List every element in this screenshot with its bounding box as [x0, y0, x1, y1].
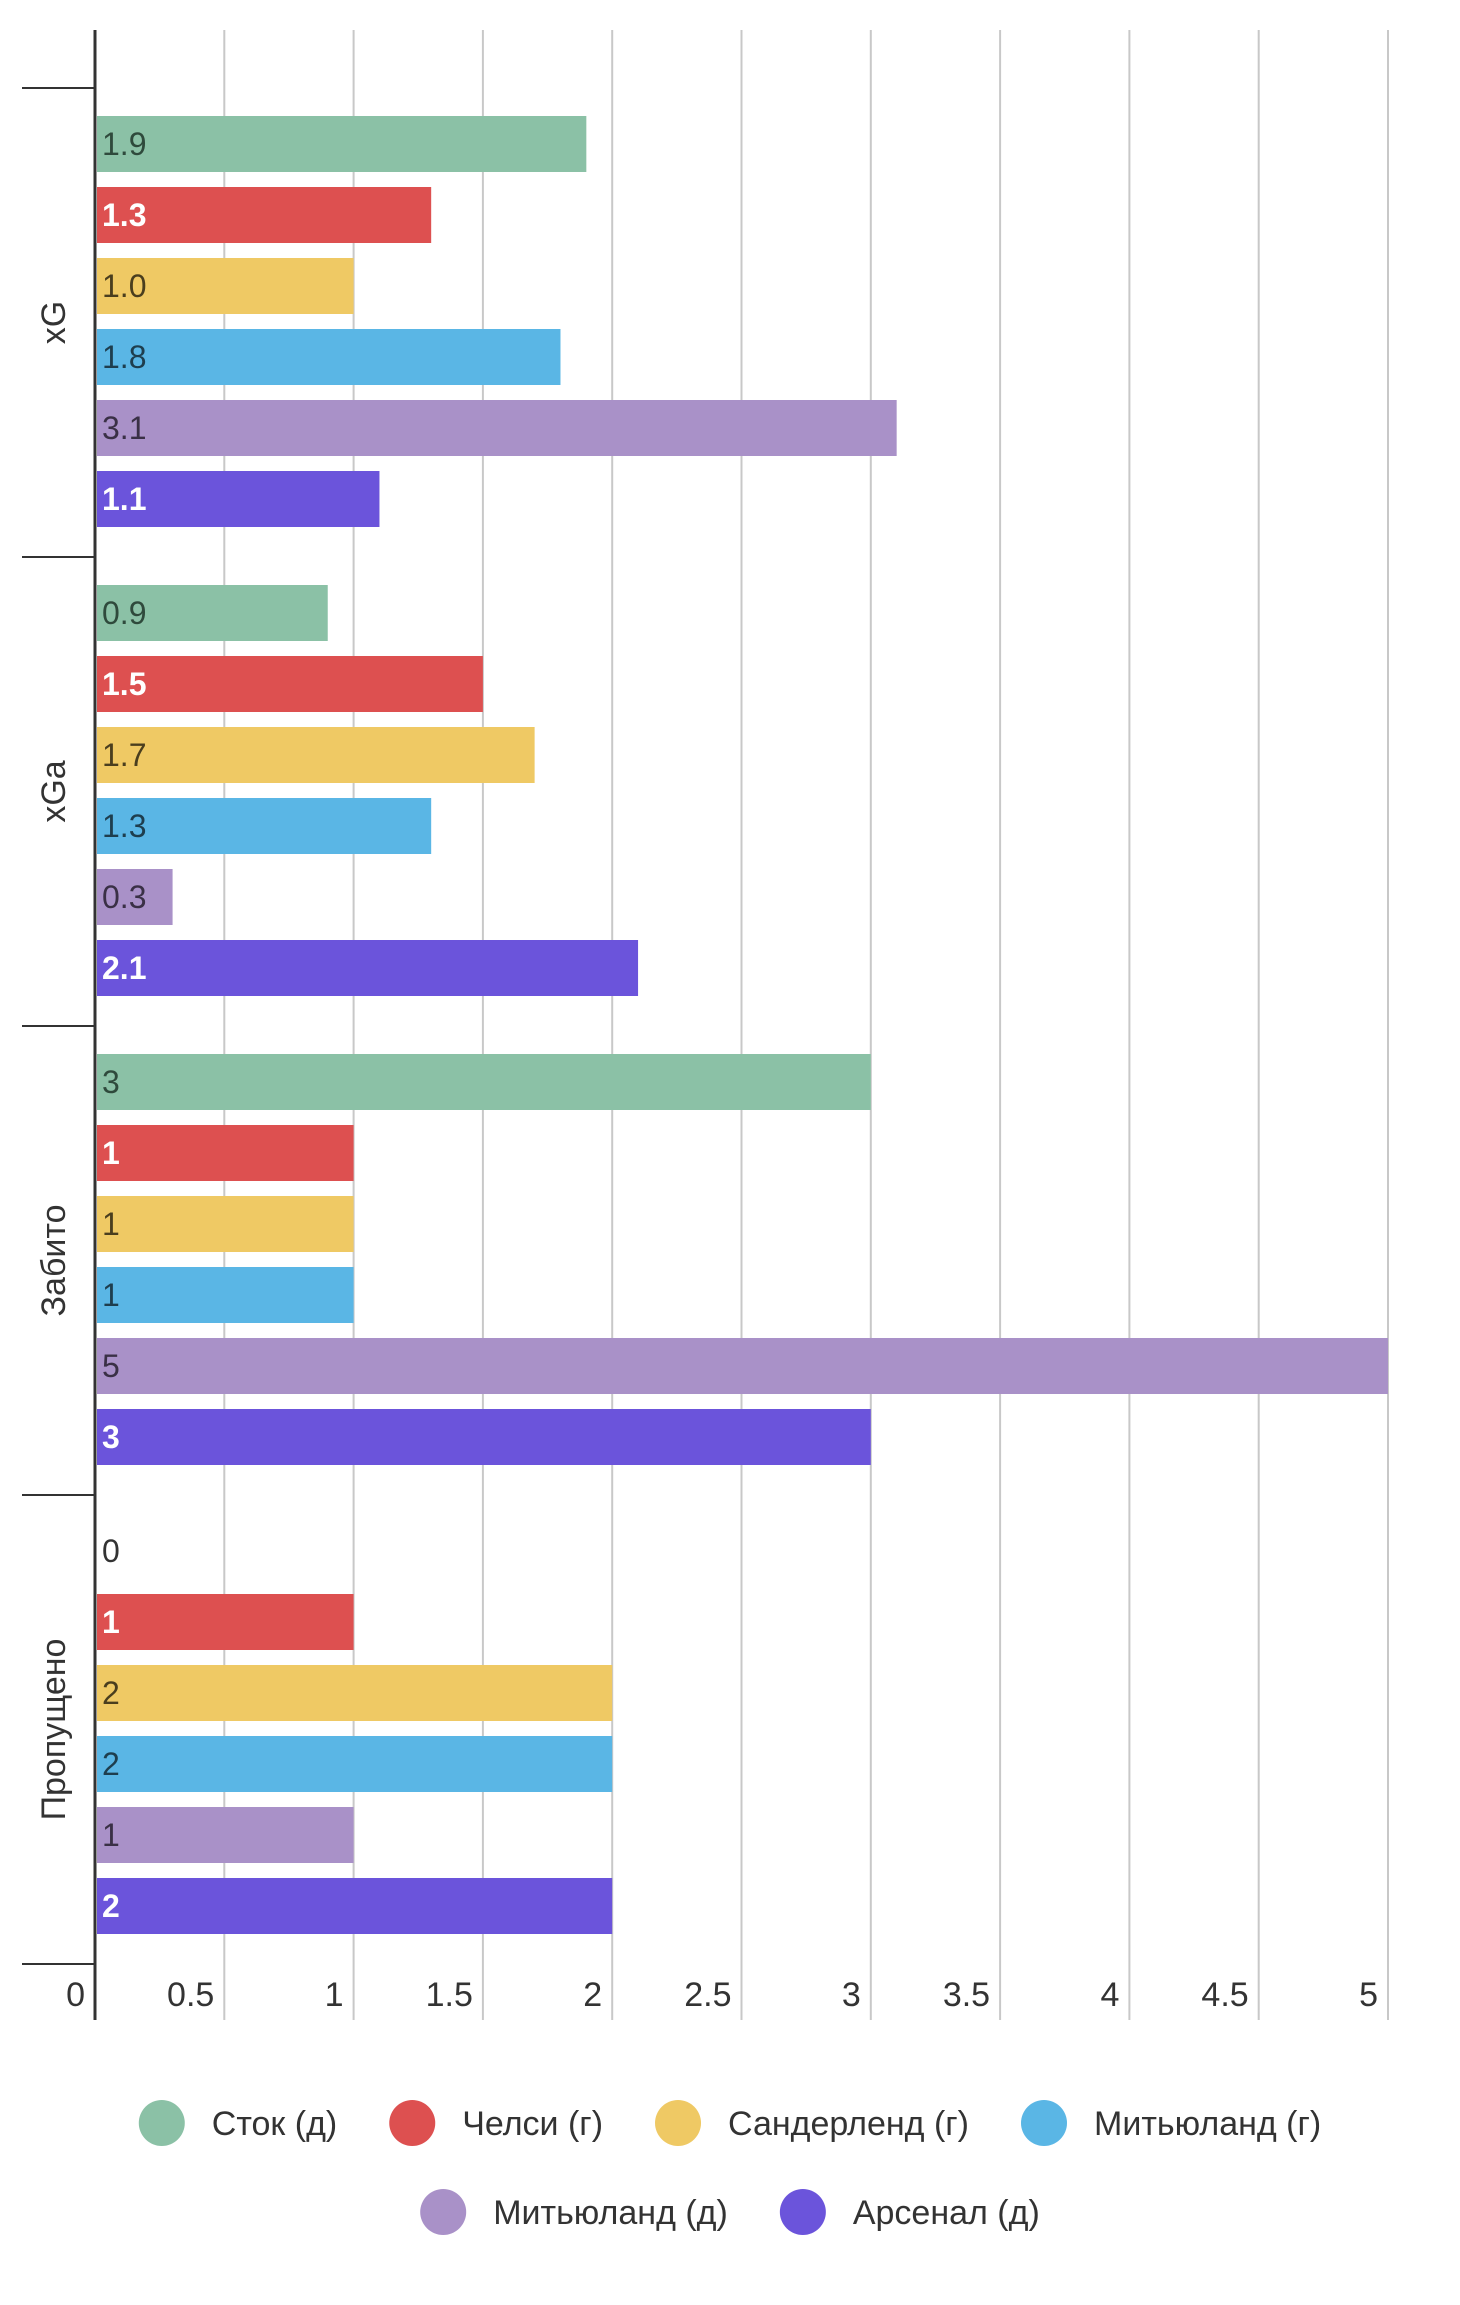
bar — [97, 1196, 354, 1252]
bars-group: 1.9 1.3 1.0 1.8 3.1 1.1 0.9 1.5 1.7 1.3 0.3 2.1 3 1 1 1… — [97, 116, 1388, 1934]
legend: Сток (д) Челси (г) Сандерленд (г) Митьюланд… — [138, 2100, 1321, 2235]
bar — [97, 1594, 354, 1650]
bar — [97, 940, 639, 996]
bar-data-label: 3 — [102, 1064, 120, 1100]
bar-data-label: 1.9 — [102, 126, 146, 162]
bar — [97, 471, 380, 527]
bar-data-label: 0.3 — [102, 879, 146, 915]
x-tick-label: 3 — [842, 1976, 861, 2014]
bar — [97, 1054, 871, 1110]
legend-swatch — [1021, 2100, 1067, 2146]
bar-data-label: 1.7 — [102, 737, 146, 773]
legend-swatch — [389, 2100, 436, 2146]
bar — [97, 329, 561, 385]
x-tick-label: 1 — [325, 1976, 344, 2014]
bar-data-label: 1 — [102, 1277, 120, 1313]
bar-data-label: 5 — [102, 1348, 120, 1384]
gridlines — [223, 30, 1389, 2020]
bar — [97, 727, 535, 783]
bar-data-label: 0.9 — [102, 595, 146, 631]
x-tick-label: 5 — [1359, 1976, 1378, 2014]
legend-label: Митьюланд (д) — [493, 2194, 728, 2232]
bar-data-label: 1.0 — [102, 268, 146, 304]
bar-data-label: 2 — [102, 1746, 120, 1782]
bar — [97, 1267, 354, 1323]
bar-data-label: 1 — [102, 1817, 120, 1853]
bar-data-label: 3.1 — [102, 410, 146, 446]
bar — [97, 585, 328, 641]
category-labels: xG xGa Забито Пропущено — [35, 301, 73, 1821]
legend-label: Арсенал (д) — [853, 2194, 1040, 2232]
x-tick-labels: 0 0.5 1 1.5 2 2.5 3 3.5 4 4.5 5 — [66, 1976, 1378, 2014]
bar-data-label: 1.3 — [102, 197, 146, 233]
bar — [97, 1409, 871, 1465]
bar-data-label: 0 — [102, 1533, 120, 1569]
bar-data-label: 1 — [102, 1135, 120, 1171]
x-tick-label: 2 — [583, 1976, 602, 2014]
bar-data-label: 1 — [102, 1206, 120, 1242]
bar-data-label: 2.1 — [102, 950, 146, 986]
bar-data-label: 1.1 — [102, 481, 146, 517]
category-label: Забито — [35, 1204, 73, 1316]
bar-data-label: 2 — [102, 1675, 120, 1711]
bar — [97, 798, 432, 854]
bar — [97, 400, 897, 456]
bar — [97, 258, 354, 314]
category-label: xG — [35, 301, 73, 344]
bar — [97, 187, 432, 243]
x-tick-label: 3.5 — [943, 1976, 990, 2014]
x-tick-label: 4 — [1100, 1976, 1119, 2014]
bar — [97, 1125, 354, 1181]
bar — [97, 116, 587, 172]
bar-data-label: 3 — [102, 1419, 120, 1455]
x-tick-label: 2.5 — [684, 1976, 731, 2014]
bar — [97, 1665, 613, 1721]
bar — [97, 869, 173, 925]
bar — [97, 1736, 613, 1792]
legend-swatch — [655, 2100, 702, 2146]
x-tick-label: 1.5 — [426, 1976, 473, 2014]
bar — [97, 656, 483, 712]
legend-label: Сандерленд (г) — [728, 2105, 969, 2143]
legend-label: Митьюланд (г) — [1094, 2105, 1321, 2143]
legend-swatch — [420, 2189, 467, 2235]
bar-data-label: 1.8 — [102, 339, 146, 375]
legend-swatch — [138, 2100, 185, 2146]
legend-swatch — [779, 2189, 826, 2235]
axes-group — [22, 30, 97, 2020]
x-tick-label: 4.5 — [1201, 1976, 1248, 2014]
bar-data-label: 2 — [102, 1888, 120, 1924]
bar — [97, 1807, 354, 1863]
x-tick-label: 0.5 — [167, 1976, 214, 2014]
bar — [97, 1338, 1388, 1394]
legend-label: Сток (д) — [212, 2105, 337, 2143]
x-tick-label: 0 — [66, 1976, 85, 2014]
bar — [97, 1878, 613, 1934]
legend-label: Челси (г) — [462, 2105, 603, 2143]
bar-data-label: 1.3 — [102, 808, 146, 844]
category-label: Пропущено — [35, 1639, 73, 1821]
category-label: xGa — [35, 760, 73, 822]
bar-data-label: 1.5 — [102, 666, 146, 702]
bar-data-label: 1 — [102, 1604, 120, 1640]
